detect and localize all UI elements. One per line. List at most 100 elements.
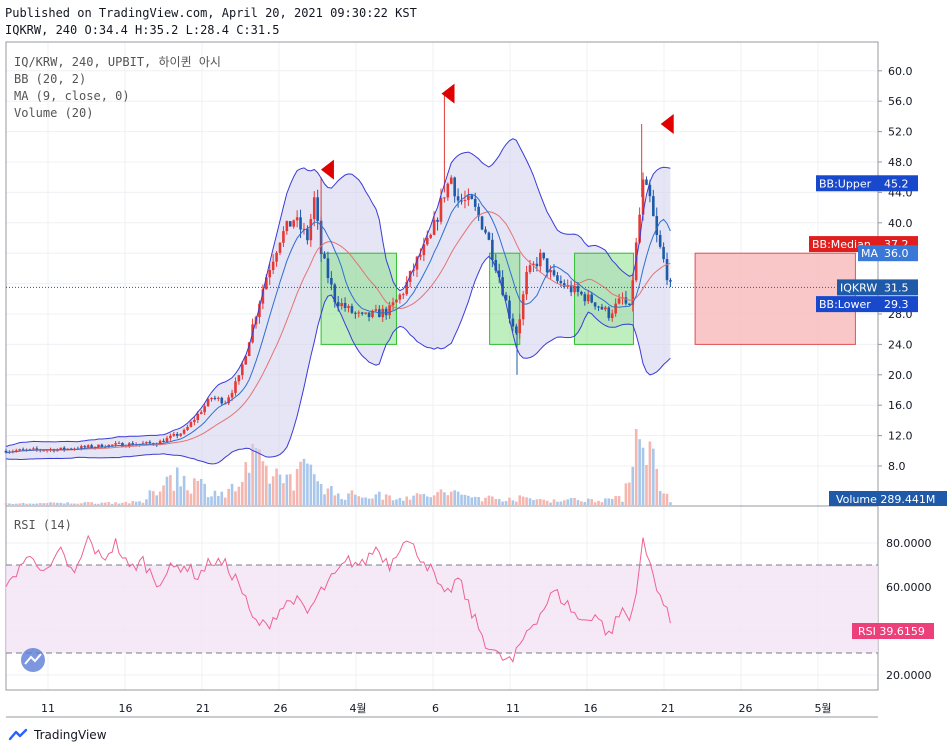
candle-body — [504, 294, 508, 301]
candle — [395, 298, 398, 303]
candle-body — [131, 443, 135, 446]
volume-bar — [562, 500, 566, 505]
candle — [199, 409, 203, 415]
legend-rsi[interactable]: RSI (14) — [14, 518, 72, 532]
candle-body — [295, 217, 299, 221]
volume-bar — [162, 485, 165, 505]
volume-bar — [268, 483, 272, 505]
volume-bar — [593, 502, 597, 505]
candle-body — [384, 308, 388, 316]
price-label-name: BB:Lower — [819, 298, 871, 311]
candle — [333, 282, 337, 308]
candle-body — [391, 302, 395, 306]
candle-body — [614, 303, 617, 314]
volume-bar — [484, 497, 487, 505]
volume-bar — [621, 501, 624, 505]
volume-bar — [374, 494, 378, 505]
volume-bar — [439, 489, 443, 505]
price-label-name-bg — [858, 245, 878, 262]
volume-bar — [323, 494, 326, 505]
candle — [518, 313, 522, 339]
candle-body — [521, 294, 525, 320]
candle — [573, 282, 576, 295]
candle — [62, 446, 66, 452]
candle-body — [497, 270, 501, 278]
volume-bar — [367, 498, 371, 505]
volume-bar — [388, 495, 391, 505]
volume-label-bg — [829, 491, 947, 506]
signal-arrows — [320, 83, 674, 180]
candle — [480, 215, 484, 231]
tradingview-logo[interactable]: TradingView — [8, 728, 107, 742]
volume-bar — [518, 495, 522, 505]
time-tick-label: 11 — [41, 702, 55, 715]
candle — [316, 189, 319, 230]
candle — [467, 188, 470, 206]
volume-bar — [360, 497, 364, 505]
volume-bar — [42, 503, 45, 505]
volume-bar — [669, 502, 672, 505]
volume-bar — [35, 503, 39, 505]
candle-body — [213, 397, 217, 399]
volume-bar — [655, 468, 659, 505]
candle — [165, 435, 169, 443]
volume-bar — [542, 499, 546, 505]
candle-body — [597, 306, 600, 308]
volume-bar — [265, 465, 268, 505]
volume-bar — [14, 503, 18, 505]
volume-bar — [525, 497, 528, 505]
candle — [504, 291, 508, 301]
candle — [220, 396, 224, 406]
volume-bar — [8, 503, 11, 505]
time-tick-label: 5월 — [814, 702, 831, 715]
price-tick-label: 20.0 — [888, 369, 913, 382]
volume-bar — [628, 482, 631, 505]
volume-bar — [511, 500, 515, 505]
candle-body — [569, 284, 573, 293]
candle-body — [227, 397, 230, 404]
volume-bar — [467, 495, 470, 505]
volume-bar — [357, 496, 361, 505]
candle — [402, 292, 405, 300]
candle — [258, 300, 261, 324]
legend-volume[interactable]: Volume (20) — [14, 106, 93, 120]
bb-lower-line — [5, 255, 671, 465]
candle-body — [415, 256, 419, 270]
tradingview-logo-icon — [8, 728, 28, 741]
legend-bb[interactable]: BB (20, 2) — [14, 72, 86, 86]
volume-bar — [497, 499, 501, 505]
published-line: Published on TradingView.com, April 20, … — [5, 6, 417, 20]
candle-body — [189, 422, 193, 427]
rsi-label-bg — [852, 623, 934, 639]
candle — [374, 304, 378, 312]
legend-symbol[interactable]: IQ/KRW, 240, UPBIT, 하이퀸 아시 — [14, 55, 221, 69]
candle — [576, 282, 580, 297]
candle — [326, 251, 330, 284]
candle — [172, 431, 176, 437]
candle — [419, 248, 422, 261]
volume-bar — [138, 501, 141, 505]
candle-body — [446, 183, 450, 198]
legend-ma[interactable]: MA (9, close, 0) — [14, 89, 130, 103]
candle-body — [477, 206, 480, 217]
volume-bar — [665, 493, 669, 505]
volume-bar — [405, 496, 409, 505]
volume-bar — [549, 502, 552, 505]
candle-body — [234, 381, 237, 393]
candle-body — [652, 196, 655, 217]
candle-body — [580, 291, 583, 295]
candle — [148, 440, 152, 444]
candle — [213, 395, 217, 401]
candle — [453, 176, 456, 203]
volume-bar — [443, 492, 446, 505]
volume-bar — [432, 495, 436, 505]
candle-body — [271, 261, 275, 271]
volume-bar — [528, 498, 532, 505]
volume-bars — [4, 428, 672, 505]
candle — [569, 280, 573, 297]
rsi-value-label: RSI 39.6159 — [852, 623, 934, 639]
price-label-value-bg — [878, 245, 918, 262]
rsi-band — [6, 565, 878, 653]
candle — [658, 230, 662, 249]
